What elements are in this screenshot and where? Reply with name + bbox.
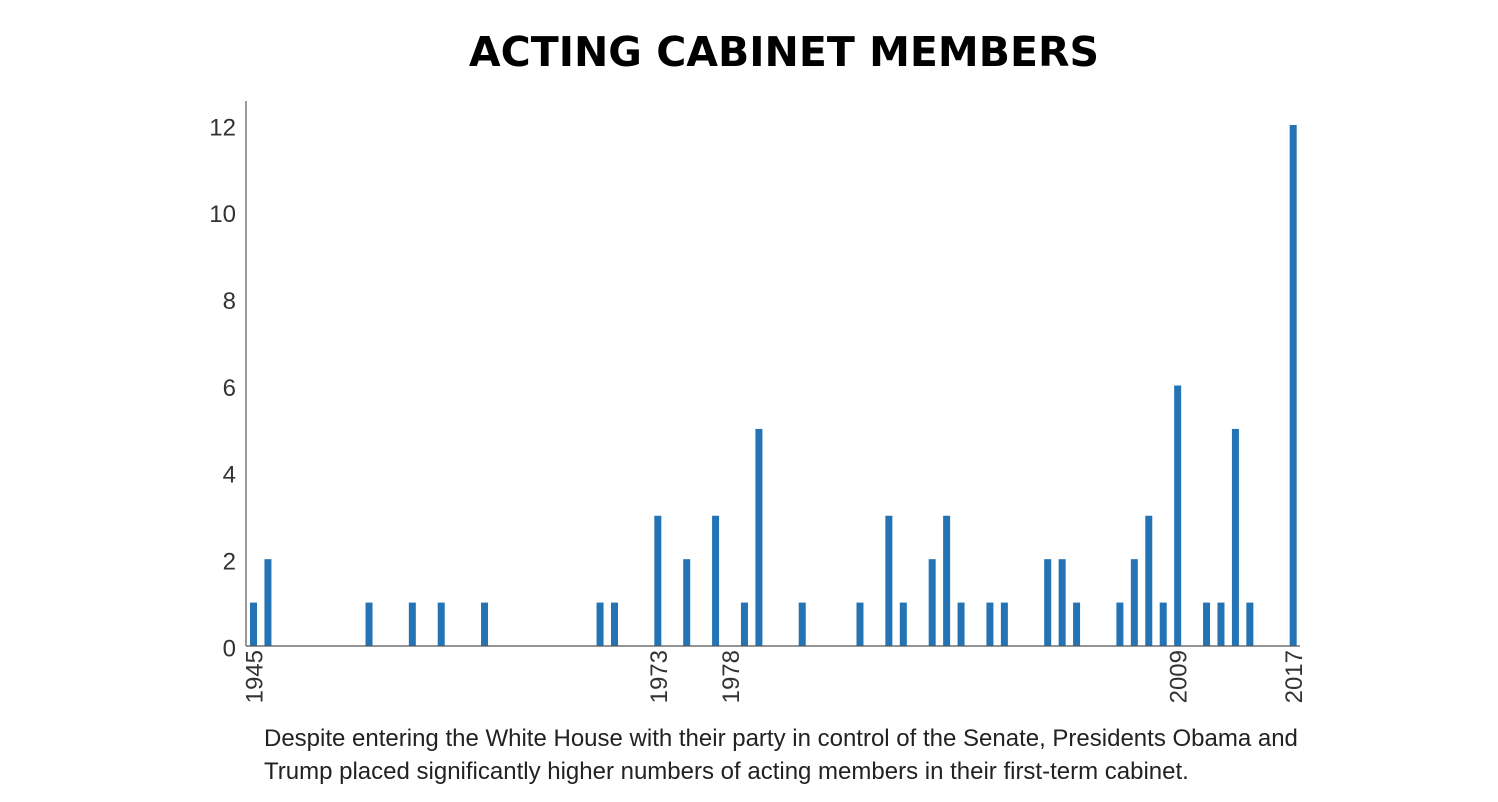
- y-tick-label: 4: [223, 462, 236, 489]
- bar-2001: [1058, 559, 1066, 646]
- x-axis-ticks: 1945 1973 1978 2009 2017: [242, 650, 1309, 703]
- bar-1979: [740, 602, 748, 646]
- bar-2017: [1289, 125, 1297, 646]
- bar-2005: [1116, 602, 1124, 646]
- x-tick-label: 2009: [1166, 650, 1193, 703]
- x-tick-label: 1945: [242, 650, 269, 703]
- x-tick-label: 1973: [646, 650, 673, 703]
- bar-2008: [1159, 602, 1167, 646]
- bar-1992: [928, 559, 936, 646]
- bar-1977: [712, 515, 720, 646]
- y-axis-ticks: 0 2 4 6 8 10 12: [209, 114, 236, 662]
- bar-1996: [986, 602, 994, 646]
- bar-1983: [798, 602, 806, 646]
- y-tick-label: 12: [209, 114, 236, 141]
- chart-caption: Despite entering the White House with th…: [264, 725, 1298, 785]
- bar-2014: [1246, 602, 1254, 646]
- bar-2011: [1203, 602, 1211, 646]
- bar-2002: [1073, 602, 1081, 646]
- bar-1961: [481, 602, 489, 646]
- bar-1953: [365, 602, 373, 646]
- bar-1994: [957, 602, 965, 646]
- bar-1993: [943, 515, 951, 646]
- chart-title: ACTING CABINET MEMBERS: [468, 28, 1100, 76]
- bar-1956: [408, 602, 416, 646]
- y-tick-label: 2: [223, 549, 236, 576]
- bar-1969: [596, 602, 604, 646]
- bar-2000: [1044, 559, 1052, 646]
- bar-1975: [683, 559, 691, 646]
- bar-1980: [755, 428, 763, 646]
- bar-1973: [654, 515, 662, 646]
- y-tick-label: 8: [223, 288, 236, 315]
- bar-1945: [250, 602, 257, 646]
- y-tick-label: 0: [223, 635, 236, 662]
- x-tick-label: 1978: [718, 650, 745, 703]
- bar-2007: [1145, 515, 1153, 646]
- bar-1946: [264, 559, 272, 646]
- x-tick-label: 2017: [1281, 650, 1308, 703]
- bar-1970: [611, 602, 618, 646]
- y-tick-label: 6: [223, 375, 236, 402]
- bar-2013: [1231, 428, 1239, 646]
- bars-layer: [250, 125, 1297, 646]
- bar-1990: [899, 602, 907, 646]
- bar-2012: [1217, 602, 1225, 646]
- bar-1989: [885, 515, 893, 646]
- y-tick-label: 10: [209, 201, 236, 228]
- bar-2009: [1174, 385, 1182, 646]
- bar-1997: [1000, 602, 1008, 646]
- bar-1987: [856, 602, 864, 646]
- bar-2006: [1130, 559, 1138, 646]
- bar-1958: [437, 602, 445, 646]
